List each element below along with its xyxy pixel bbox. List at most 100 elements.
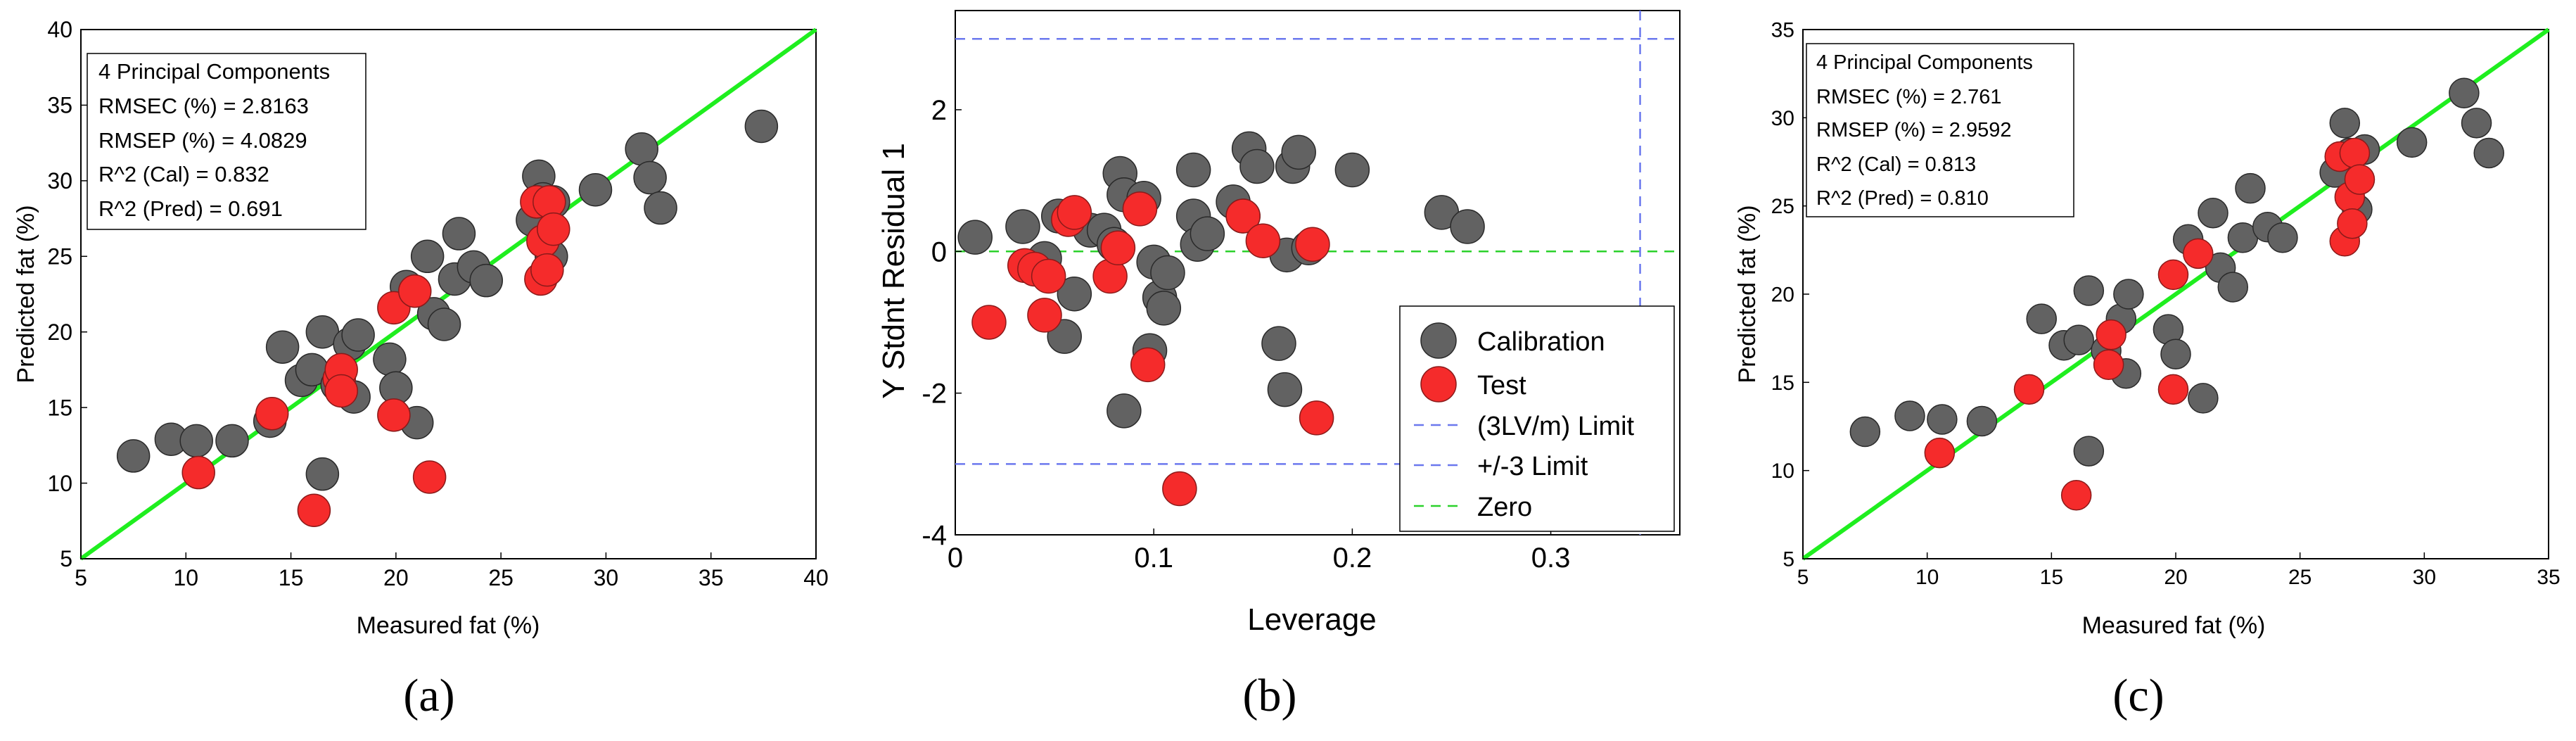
legend-leverage-limit-label: (3LV/m) Limit	[1477, 412, 1635, 441]
stats-line: 4 Principal Components	[98, 59, 330, 84]
test-point	[297, 493, 331, 527]
calibration-point	[2473, 137, 2504, 169]
test-point	[1122, 191, 1158, 227]
panel-a-scatter-chart: 5 10 15 20 25 30 35 40 5 10 15 20 25 30 35 40 4 Princip…	[13, 17, 829, 721]
legend-residual-limit-label: +/-3 Limit	[1477, 452, 1588, 481]
x-tick-label: 20	[383, 565, 409, 590]
y-tick-label: 5	[1783, 548, 1794, 571]
test-point	[1299, 400, 1334, 436]
calibration-point	[2026, 303, 2057, 334]
y-tick-label: -2	[922, 379, 947, 410]
panel-c-scatter-chart: 5 10 15 20 25 30 35 5 10 15 20 25 30 35 4 Principal C…	[1734, 19, 2561, 722]
y-tick-label: 25	[1771, 195, 1794, 218]
calibration-point	[1966, 405, 1998, 437]
x-tick-label: 15	[279, 565, 304, 590]
calibration-point	[2267, 222, 2298, 253]
legend-zero-label: Zero	[1477, 493, 1532, 522]
test-point	[1100, 230, 1136, 266]
x-tick-label: 30	[2413, 566, 2436, 589]
test-point	[2093, 349, 2124, 381]
panel-c-stats-box: 4 Principal Components RMSEC (%) = 2.761…	[1806, 43, 2074, 217]
test-point	[537, 212, 570, 246]
test-point	[1924, 437, 1956, 469]
test-point	[1225, 198, 1261, 234]
stats-line: 4 Principal Components	[1816, 51, 2033, 74]
test-point	[1295, 227, 1330, 262]
calibration-point	[2396, 127, 2428, 158]
panel-b-test-points	[971, 191, 1334, 507]
x-tick-label: 10	[173, 565, 198, 590]
calibration-point	[2198, 197, 2229, 229]
test-point	[412, 460, 447, 494]
stats-line: R^2 (Pred) = 0.810	[1816, 187, 1989, 210]
y-tick-label: 0	[931, 236, 947, 267]
test-point	[2337, 208, 2368, 239]
x-tick-label: 20	[2164, 566, 2187, 589]
y-tick-label: 20	[1771, 284, 1794, 307]
calibration-point	[1334, 152, 1370, 188]
x-tick-label: 5	[1797, 566, 1809, 589]
test-point	[397, 274, 432, 308]
calibration-point	[2073, 275, 2105, 306]
test-point	[1057, 195, 1092, 230]
calibration-point	[1107, 393, 1142, 429]
panel-a-stats-box: 4 Principal Components RMSEC (%) = 2.816…	[87, 53, 366, 230]
test-point	[2096, 319, 2127, 350]
panel-b-scatter-chart: 0 0.1 0.2 0.3 -4 -2 0 2 Calibration Test (3LV/m…	[876, 10, 1681, 721]
panel-b-caption: (b)	[1243, 670, 1297, 721]
y-tick-label: 5	[60, 546, 72, 571]
test-point	[2183, 238, 2214, 270]
panel-b-x-axis-label: Leverage	[1247, 602, 1376, 637]
x-tick-label: 35	[699, 565, 724, 590]
stats-line: R^2 (Cal) = 0.813	[1816, 153, 1976, 176]
calibration-point	[410, 239, 445, 274]
x-tick-label: 0.3	[1531, 543, 1571, 574]
calibration-point	[1146, 291, 1182, 326]
test-point	[2339, 137, 2371, 169]
stats-line: R^2 (Pred) = 0.691	[98, 196, 283, 221]
legend-calibration-label: Calibration	[1477, 327, 1605, 357]
x-tick-label: 10	[1915, 566, 1939, 589]
panel-a-axis-ticks: 5 10 15 20 25 30 35 40 5 10 15 20 25 30 35 40	[47, 17, 828, 590]
y-tick-label: 35	[47, 93, 72, 118]
calibration-point	[1450, 209, 1485, 244]
x-tick-label: 0.1	[1134, 543, 1173, 574]
x-tick-label: 25	[488, 565, 514, 590]
panel-a-caption: (a)	[403, 670, 454, 721]
panel-a-x-axis-label: Measured fat (%)	[357, 612, 540, 639]
y-tick-label: 15	[47, 395, 72, 420]
calibration-point	[2188, 383, 2219, 414]
test-point	[530, 253, 564, 287]
y-tick-label: 15	[1771, 372, 1794, 395]
calibration-point	[1927, 404, 1958, 435]
calibration-point	[633, 160, 667, 195]
y-tick-label: 40	[47, 17, 72, 42]
calibration-point	[1150, 255, 1185, 291]
stats-line: RMSEC (%) = 2.761	[1816, 86, 2002, 108]
panel-c-x-axis-label: Measured fat (%)	[2082, 612, 2266, 639]
calibration-point	[1057, 276, 1092, 312]
calibration-point	[2461, 108, 2492, 139]
calibration-point	[2449, 77, 2480, 108]
calibration-point	[265, 330, 300, 364]
y-tick-label: 25	[47, 243, 72, 269]
test-point	[324, 374, 358, 408]
panel-c-calibration-points	[1849, 77, 2504, 467]
test-point	[1245, 223, 1281, 258]
calibration-point	[2329, 108, 2361, 139]
panel-c-caption: (c)	[2112, 670, 2164, 721]
x-tick-label: 35	[2537, 566, 2560, 589]
calibration-point	[744, 109, 779, 144]
calibration-point	[2113, 279, 2144, 310]
x-tick-label: 15	[2040, 566, 2063, 589]
calibration-point	[341, 318, 375, 352]
y-tick-label: 30	[1771, 107, 1794, 130]
panel-c-test-points	[1924, 137, 2376, 511]
calibration-point	[1175, 152, 1211, 188]
test-point	[181, 455, 215, 490]
test-point	[971, 305, 1007, 340]
calibration-point	[1190, 216, 1225, 251]
calibration-point	[2063, 324, 2094, 355]
stats-line: RMSEP (%) = 4.0829	[98, 128, 307, 153]
